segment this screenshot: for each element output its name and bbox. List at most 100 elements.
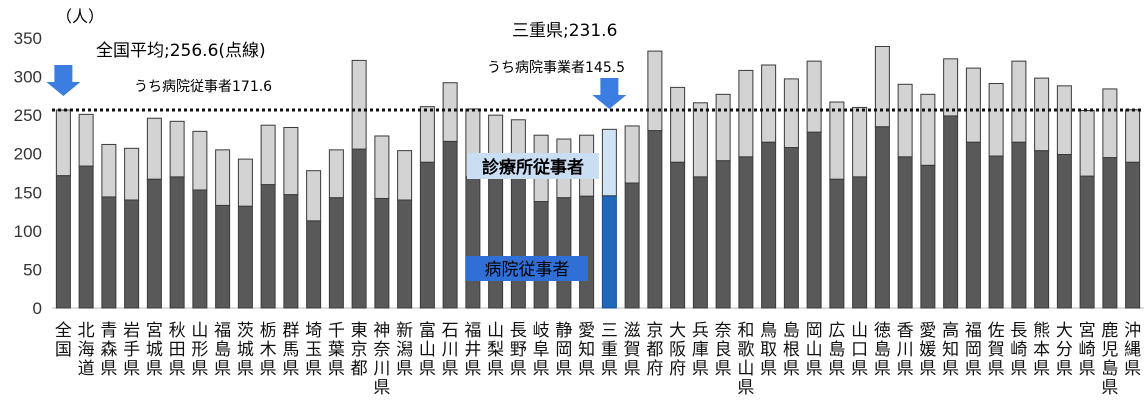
bar-hospital [715, 160, 731, 309]
category-label: 山 [851, 321, 868, 341]
bar-clinic [988, 83, 1004, 157]
category-label: 県 [487, 359, 504, 379]
category-label: 長 [1010, 321, 1027, 341]
category-label: 大 [1056, 321, 1073, 341]
category-label: 岐 [533, 321, 550, 341]
bar-hospital [670, 161, 686, 309]
category-label: 根 [783, 340, 800, 360]
category-label: 庫 [692, 340, 709, 360]
legend-hospital-box [466, 256, 588, 281]
y-unit-label: （人） [56, 7, 104, 26]
bar-clinic [965, 67, 981, 143]
category-label: 県 [100, 359, 117, 379]
bar-hospital [237, 205, 253, 309]
bar-clinic [783, 78, 799, 149]
bar-clinic [442, 82, 458, 142]
category-label: 県 [237, 359, 254, 379]
bar-clinic [283, 126, 299, 196]
bar-hospital [533, 201, 549, 309]
category-label: 本 [1033, 340, 1050, 360]
category-label: 県 [897, 359, 914, 379]
y-tick-label: 0 [33, 299, 42, 318]
category-label: 県 [601, 359, 618, 379]
x-axis-labels: 全国北海道青森県岩手県宮城県秋田県山形県福島県茨城県栃木県群馬県埼玉県千葉県東京… [55, 321, 1141, 398]
bar-clinic [215, 149, 231, 206]
category-label: 県 [1101, 378, 1118, 398]
category-label: 阪 [669, 340, 686, 360]
bar-clinic [1079, 110, 1095, 177]
category-label: 口 [851, 340, 868, 360]
bar-clinic [374, 135, 390, 199]
bar-clinic [1102, 88, 1118, 159]
legend-hospital-label: 病院従事者 [485, 260, 570, 280]
category-label: 島 [783, 321, 800, 341]
category-label: 形 [191, 340, 208, 360]
category-label: 葉 [328, 340, 345, 360]
category-label: 県 [874, 359, 891, 379]
category-label: 都 [351, 359, 368, 379]
bar-hospital [510, 176, 526, 309]
category-label: 県 [191, 359, 208, 379]
bar-clinic [1034, 77, 1050, 152]
bar-hospital [215, 204, 231, 309]
category-label: 三 [601, 321, 618, 341]
category-label: 県 [965, 359, 982, 379]
bar-hospital [488, 174, 504, 309]
category-label: 秋 [169, 321, 186, 341]
bar-hospital [283, 194, 299, 309]
category-label: 県 [1079, 359, 1096, 379]
category-label: 山 [806, 340, 823, 360]
y-tick-label: 100 [14, 222, 42, 241]
category-label: 阜 [533, 340, 550, 360]
category-label: 国 [55, 340, 72, 360]
category-label: 府 [669, 359, 686, 379]
bar-hospital [419, 161, 435, 309]
bar-hospital [556, 197, 572, 309]
category-label: 埼 [305, 321, 322, 341]
category-label: 川 [897, 340, 914, 360]
national-hospital-label: うち病院従事者171.6 [134, 79, 272, 95]
bar-clinic [943, 58, 959, 117]
national-average-label: 全国平均;256.6(点線) [96, 41, 266, 61]
category-label: 岡 [555, 340, 572, 360]
y-tick-label: 300 [14, 68, 42, 87]
category-label: 愛 [919, 321, 936, 341]
bar-hospital [78, 165, 94, 309]
bar-hospital [351, 148, 367, 309]
category-label: 県 [373, 378, 390, 398]
bar-clinic [55, 109, 71, 177]
category-label: 城 [146, 340, 163, 360]
bar-hospital [1034, 150, 1050, 309]
bar-clinic [1011, 60, 1027, 143]
bar-hospital [965, 141, 981, 309]
category-label: 長 [510, 321, 527, 341]
category-label: 鳥 [760, 321, 777, 341]
bar-hospital [601, 195, 617, 309]
category-label: 和 [737, 321, 754, 341]
category-label: 島 [874, 340, 891, 360]
category-label: 岡 [965, 340, 982, 360]
bar-clinic [78, 113, 94, 167]
legend-clinic-label: 診療所従事者 [482, 157, 584, 178]
bar-clinic [169, 120, 185, 178]
bar-clinic [192, 130, 208, 191]
category-label: 分 [1056, 340, 1073, 360]
bar-hospital [465, 176, 481, 309]
category-label: 群 [282, 321, 299, 341]
category-label: 県 [396, 359, 413, 379]
category-label: 広 [828, 321, 845, 341]
category-label: 千 [328, 321, 345, 341]
bar-clinic [806, 60, 822, 133]
bar-hospital [442, 140, 458, 309]
category-label: 県 [146, 359, 163, 379]
category-label: 福 [214, 321, 231, 341]
bar-hospital [738, 156, 754, 309]
category-label: 媛 [919, 340, 936, 360]
bar-clinic [829, 101, 845, 180]
category-label: 城 [237, 340, 254, 360]
bar-hospital [192, 189, 208, 309]
category-label: 県 [282, 359, 299, 379]
bar-clinic [761, 64, 777, 143]
category-label: 県 [851, 359, 868, 379]
bar-clinic [897, 83, 913, 158]
